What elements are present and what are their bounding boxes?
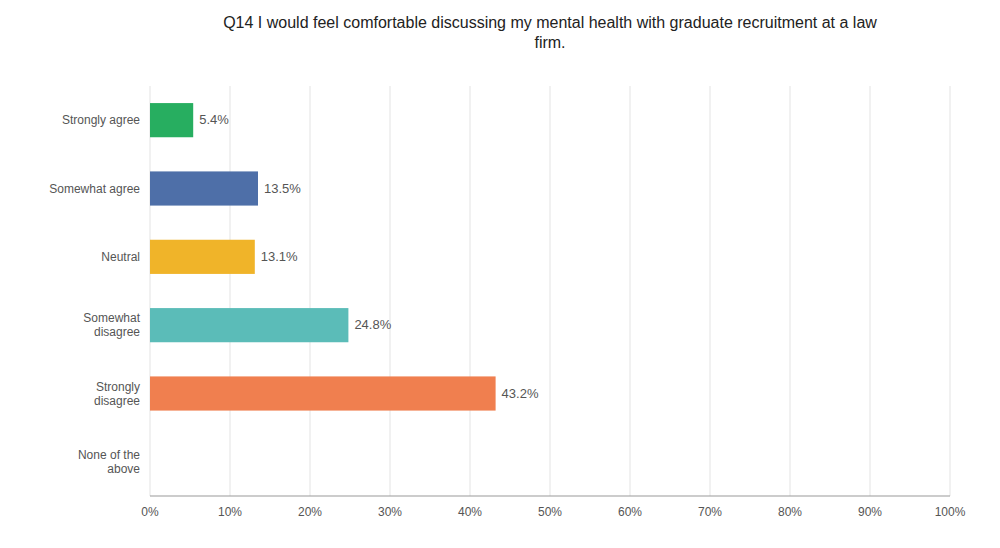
bar	[150, 376, 496, 410]
data-label: 13.1%	[261, 249, 298, 264]
tick-label: 80%	[778, 505, 802, 519]
tick-label: 20%	[298, 505, 322, 519]
category-label-line: Neutral	[101, 250, 140, 264]
grid-line	[230, 86, 231, 496]
category-label-line: disagree	[94, 325, 140, 339]
grid-line	[950, 86, 951, 496]
tick-label: 10%	[218, 505, 242, 519]
category-label: Somewhat agree	[49, 182, 140, 196]
tick-label: 30%	[378, 505, 402, 519]
category-label-line: None of the	[78, 448, 140, 462]
grid-line	[630, 86, 631, 496]
bars	[150, 103, 496, 410]
grid-line	[390, 86, 391, 496]
data-label: 24.8%	[354, 317, 391, 332]
axis-line	[150, 496, 950, 497]
bar	[150, 103, 193, 137]
tick-label: 0%	[141, 505, 159, 519]
x-axis: 0% 10% 20% 30% 40% 50% 60% 70% 80% 90% 100%	[141, 505, 965, 519]
bar	[150, 171, 258, 205]
tick-label: 90%	[858, 505, 882, 519]
tick-label: 40%	[458, 505, 482, 519]
category-label: Stronglydisagree	[94, 380, 140, 408]
category-label-line: Strongly	[96, 380, 140, 394]
grid-line	[550, 86, 551, 496]
category-label-line: Strongly agree	[62, 113, 140, 127]
category-label-line: disagree	[94, 394, 140, 408]
grid-line	[470, 86, 471, 496]
bar	[150, 445, 151, 479]
plot-area	[150, 86, 950, 496]
data-label: 5.4%	[199, 112, 229, 127]
tick-label: 60%	[618, 505, 642, 519]
title: Q14 I would feel comfortable discussing …	[223, 14, 877, 51]
tick-label: 70%	[698, 505, 722, 519]
title-line: firm.	[534, 34, 565, 51]
chart: Q14 I would feel comfortable discussing …	[0, 0, 1000, 548]
bar	[150, 308, 348, 342]
category-label-line: above	[107, 462, 140, 476]
grid	[150, 86, 950, 496]
grid-line	[790, 86, 791, 496]
grid-line	[150, 86, 151, 496]
tick-label: 50%	[538, 505, 562, 519]
title-line: Q14 I would feel comfortable discussing …	[223, 14, 877, 31]
category-label-line: Somewhat	[83, 311, 140, 325]
data-label: 13.5%	[264, 181, 301, 196]
data-labels: 5.4% 13.5% 13.1% 24.8% 43.2%	[199, 112, 539, 400]
category-label: Neutral	[101, 250, 140, 264]
y-axis: Strongly agree Somewhat agree Neutral Somew…	[49, 113, 140, 476]
grid-line	[870, 86, 871, 496]
grid-line	[310, 86, 311, 496]
grid-line	[710, 86, 711, 496]
bar	[150, 240, 255, 274]
category-label: Strongly agree	[62, 113, 140, 127]
category-label: Somewhatdisagree	[83, 311, 140, 339]
category-label: None of theabove	[78, 448, 140, 476]
data-label: 43.2%	[502, 386, 539, 401]
tick-label: 100%	[935, 505, 966, 519]
category-label-line: Somewhat agree	[49, 182, 140, 196]
